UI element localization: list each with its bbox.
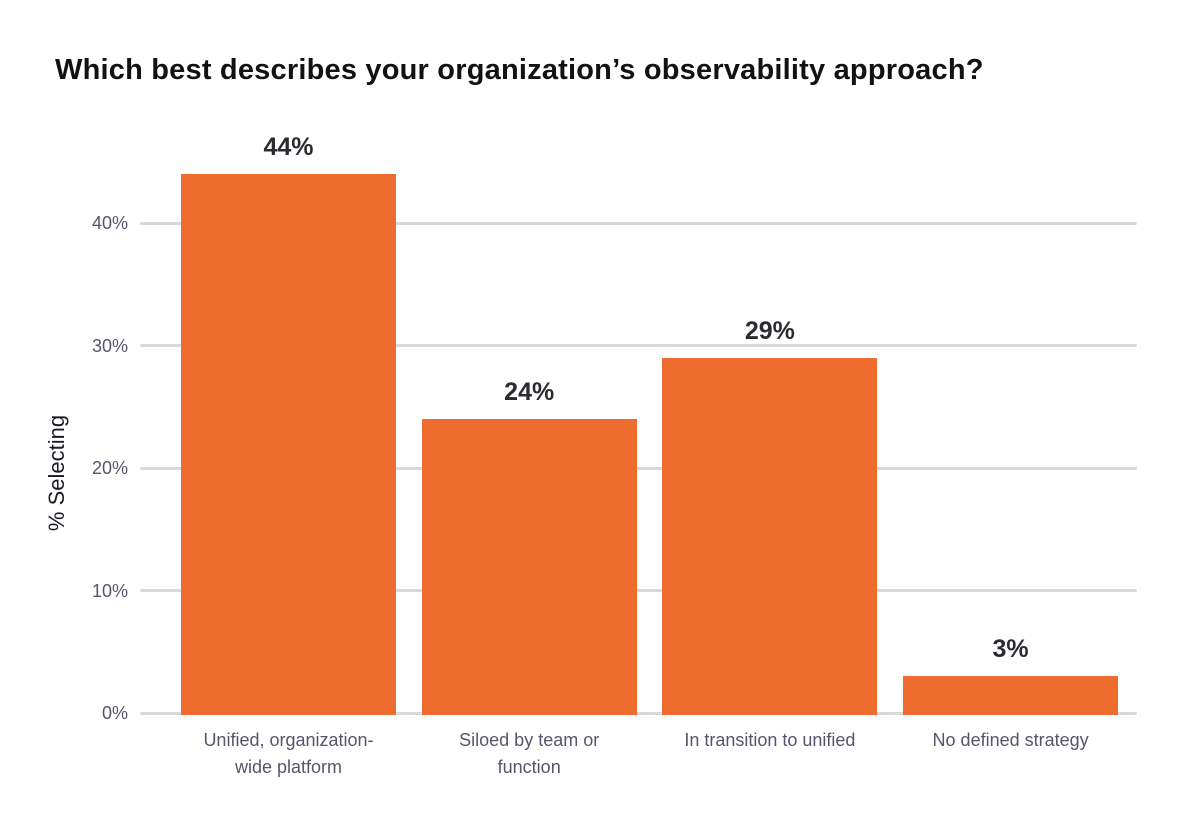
y-tick-label: 0% (101, 703, 128, 723)
plot-area: 44% 24% 29% 3% (140, 133, 1137, 715)
y-tick-label: 10% (91, 580, 128, 601)
gridline (140, 589, 1137, 592)
x-category-label: In transition to unified (684, 730, 856, 750)
gridline (140, 344, 1137, 347)
x-category-label: Unified, organization-wide platform (203, 730, 374, 777)
gridline (140, 711, 1137, 715)
y-tick-label: 40% (91, 213, 128, 233)
bar-value-label: 29% (744, 316, 795, 345)
chart-title: Which best describes your organization’s… (55, 54, 984, 86)
bar (181, 174, 396, 715)
gridline (140, 466, 1137, 470)
y-tick-label: 20% (91, 458, 128, 478)
bar (662, 357, 878, 715)
gridline (140, 221, 1137, 225)
bar (903, 676, 1119, 715)
bar (421, 419, 637, 715)
bar-value-label: 24% (504, 378, 555, 406)
bar-value-label: 3% (992, 635, 1029, 664)
x-category-label: Siloed by team or function (459, 730, 600, 777)
x-category-label: No defined strategy (932, 730, 1089, 750)
bar-value-label: 44% (263, 133, 314, 161)
y-tick-label: 30% (91, 335, 128, 356)
